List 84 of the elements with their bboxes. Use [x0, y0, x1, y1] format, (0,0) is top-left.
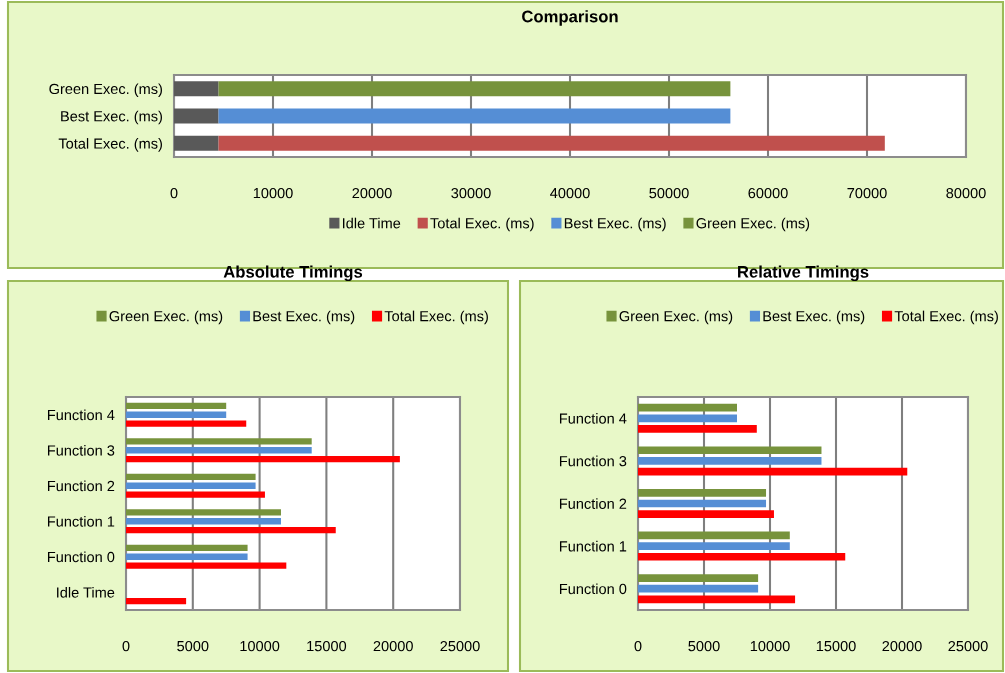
chart-title: Comparison: [522, 10, 618, 26]
bar: [638, 457, 822, 465]
legend-label: Total Exec. (ms): [384, 310, 488, 325]
chart-title: Absolute Timings: [223, 265, 363, 282]
bar: [638, 499, 767, 508]
bar: [638, 414, 737, 423]
bar: [638, 403, 737, 412]
y-tick-label: Function 0: [47, 551, 115, 563]
y-tick-label: Function 1: [559, 540, 627, 552]
bar: [126, 473, 256, 481]
bar: [218, 135, 885, 151]
bar: [174, 108, 219, 124]
legend-label: Best Exec. (ms): [763, 310, 865, 325]
bar: [638, 510, 774, 518]
y-tick-label: Total Exec. (ms): [58, 138, 162, 152]
bar: [126, 411, 227, 418]
y-tick-label: Function 4: [559, 413, 627, 424]
x-tick-label: 25000: [948, 640, 988, 652]
y-tick-label: Function 4: [47, 409, 115, 421]
legend-label: Green Exec. (ms): [109, 310, 223, 325]
bar: [638, 542, 790, 550]
bar: [218, 108, 731, 124]
x-tick-label: 0: [634, 640, 642, 652]
bar: [126, 526, 336, 534]
y-tick-label: Function 3: [559, 455, 627, 467]
y-tick-label: Green Exec. (ms): [49, 83, 162, 97]
bar: [126, 491, 265, 498]
bar: [126, 438, 312, 445]
bar: [126, 455, 400, 463]
x-tick-label: 15000: [816, 640, 856, 652]
y-tick-label: Function 1: [47, 515, 115, 527]
x-tick-label: 5000: [688, 640, 720, 652]
x-tick-label: 10000: [750, 640, 790, 652]
bar: [126, 544, 248, 552]
x-tick-label: 10000: [240, 640, 280, 652]
bar: [638, 595, 796, 604]
bar: [174, 81, 219, 97]
bar: [126, 562, 287, 569]
bar: [126, 509, 281, 516]
bar: [126, 553, 248, 560]
legend-label: Total Exec. (ms): [894, 310, 998, 325]
y-tick-label: Function 0: [559, 583, 627, 595]
legend-label: Total Exec. (ms): [430, 217, 534, 232]
x-tick-label: 30000: [451, 187, 491, 199]
legend-label: Idle Time: [343, 217, 401, 229]
bar: [638, 425, 757, 433]
bar: [126, 420, 247, 427]
x-tick-label: 50000: [649, 187, 689, 199]
x-tick-label: 0: [122, 640, 130, 652]
x-tick-label: 15000: [307, 640, 347, 652]
bar: [638, 552, 846, 561]
bar: [126, 447, 312, 454]
bar: [218, 81, 731, 97]
x-tick-label: 0: [170, 187, 178, 199]
x-tick-label: 20000: [882, 640, 922, 652]
y-tick-label: Idle Time: [57, 586, 115, 598]
legend-label: Best Exec. (ms): [253, 310, 355, 325]
x-tick-label: 20000: [373, 640, 413, 652]
y-tick-label: Function 2: [47, 480, 115, 492]
x-tick-label: 40000: [550, 187, 590, 199]
x-tick-label: 10000: [253, 187, 293, 199]
bar: [126, 518, 281, 525]
bar: [126, 482, 256, 489]
bar: [638, 446, 822, 455]
chart-title: Relative Timings: [738, 265, 869, 282]
y-tick-label: Function 2: [559, 498, 627, 509]
bar: [126, 402, 227, 410]
x-tick-label: 60000: [748, 187, 788, 199]
bar: [638, 467, 908, 476]
x-tick-label: 20000: [352, 187, 392, 199]
x-tick-label: 25000: [440, 640, 480, 652]
x-tick-label: 5000: [177, 640, 209, 652]
bar: [638, 531, 790, 540]
x-tick-label: 70000: [847, 187, 887, 199]
bar: [638, 584, 759, 593]
x-tick-label: 80000: [946, 187, 986, 199]
legend-label: Green Exec. (ms): [619, 310, 733, 325]
y-tick-label: Function 3: [47, 444, 115, 456]
legend-label: Green Exec. (ms): [696, 217, 810, 232]
y-tick-label: Best Exec. (ms): [61, 110, 162, 125]
bar: [174, 135, 219, 151]
bar: [126, 597, 187, 605]
bar: [638, 574, 759, 582]
bar: [638, 489, 767, 497]
